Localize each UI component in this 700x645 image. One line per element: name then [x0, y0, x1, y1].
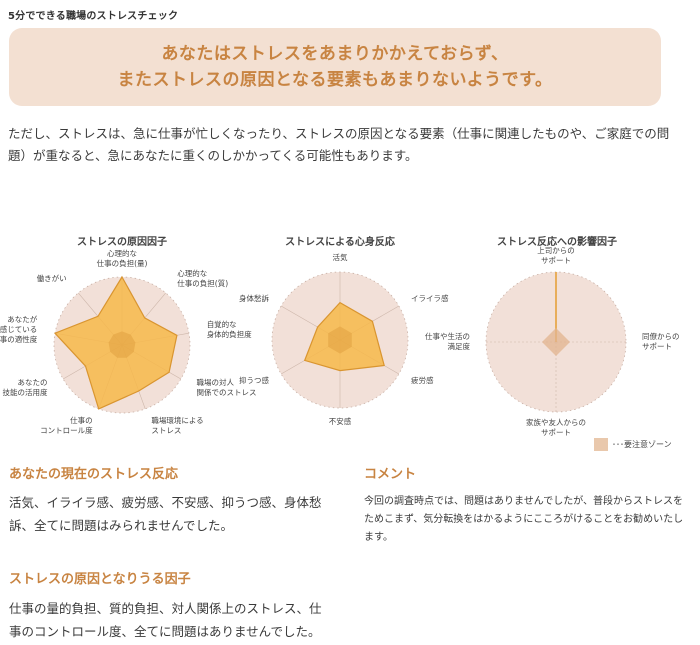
chart-title: ストレスによる心身反応: [285, 237, 395, 248]
section-body-comment: 今回の調査時点では、問題はありませんでしたが、普段からストレスをためこまず、気分…: [364, 496, 684, 543]
axis-label-line: あなたの: [17, 378, 48, 387]
axis-label: 働きがい: [37, 274, 67, 284]
axis-label: 不安感: [329, 417, 352, 427]
section-heading-comment: コメント: [364, 467, 417, 482]
axis-label-line: 仕事の適性度: [0, 335, 38, 345]
axis-label: 心理的な 仕事の負担(質): [177, 269, 228, 289]
axis-label-line: 身体愁訴: [239, 294, 269, 303]
axis-label-line: 心理的な: [177, 269, 208, 279]
axis-label-line: 身体的負担度: [206, 330, 252, 340]
axis-label: 疲労感: [411, 376, 434, 386]
summary-box: あなたはストレスをあまりかかえておらず、 またストレスの原因となる要素もあまりな…: [9, 28, 661, 106]
axis-label-line: 職場の対人: [196, 378, 235, 387]
legend-label: ･･･要注意ゾーン: [612, 440, 672, 449]
axis-label-line: 抑うつ感: [239, 376, 269, 385]
axis-label-line: 家族や友人からの: [526, 418, 586, 427]
axis-label: 同僚からの サポート: [642, 332, 680, 352]
summary-line-2: またストレスの原因となる要素もあまりないようです。: [117, 70, 553, 90]
axis-label: 自覚的な 身体的負担度: [207, 320, 252, 340]
axis-label: 心理的な 仕事の負担(量): [97, 249, 148, 269]
section-body-reaction: 活気、イライラ感、疲労感、不安感、抑うつ感、身体愁訴、全てに問題はみられませんで…: [9, 495, 322, 533]
axis-label-line: イライラ感: [411, 294, 449, 303]
axis-label-line: 心理的な: [106, 249, 137, 258]
legend: ･･･要注意ゾーン: [594, 438, 672, 451]
axis-label: 家族や友人からの サポート: [526, 418, 586, 438]
axis-label-line: 上司からの: [537, 246, 575, 255]
axis-label: 職場環境による ストレス: [151, 416, 203, 436]
section-heading-causes: ストレスの原因となりうる因子: [9, 572, 191, 587]
axis-label-line: コントロール度: [40, 425, 93, 435]
axis-label-line: 仕事の負担(量): [96, 259, 148, 268]
axis-label-line: サポート: [541, 428, 571, 437]
axis-label-line: 関係でのストレス: [196, 388, 257, 397]
axis-label-line: 働きがい: [36, 274, 67, 284]
caution-zone: [108, 331, 136, 358]
axis-label-line: 技能の活用度: [2, 388, 48, 397]
axis-label-line: 同僚からの: [642, 332, 680, 341]
axis-label: 上司からの サポート: [537, 246, 575, 266]
axis-label: イライラ感: [411, 294, 449, 304]
axis-label-line: サポート: [541, 256, 571, 265]
axis-label: 職場の対人 関係でのストレス: [197, 378, 257, 398]
axis-label-line: あなたが: [7, 315, 38, 325]
axis-label-line: 疲労感: [411, 376, 434, 385]
legend-swatch-caution-zone: [594, 438, 608, 451]
axis-label-line: 自覚的な: [206, 320, 237, 330]
chart-title: ストレスの原因因子: [77, 237, 167, 248]
summary-line-1: あなたはストレスをあまりかかえておらず、: [161, 44, 509, 64]
axis-label-line: 感じている: [0, 325, 38, 335]
page-title: 5分でできる職場のストレスチェック: [8, 11, 179, 22]
axis-label-line: 職場環境による: [151, 415, 204, 425]
axis-label: あなたの 技能の活用度: [3, 378, 48, 398]
axis-label-line: 仕事の負担(質): [177, 279, 229, 289]
intro-text: ただし、ストレスは、急に仕事が忙しくなったり、ストレスの原因となる要素（仕事に関…: [8, 126, 670, 163]
section-body-causes: 仕事の量的負担、質的負担、対人関係上のストレス、仕事のコントロール度、全てに問題…: [9, 601, 322, 639]
axis-label-line: 満足度: [447, 342, 471, 351]
axis-label-line: 仕事や生活の: [425, 332, 470, 341]
axis-label: あなたが感じている仕事の適性度: [0, 315, 37, 345]
axis-label: 活気: [333, 253, 348, 263]
axis-label: 抑うつ感: [239, 376, 269, 386]
axis-label-line: 仕事の: [70, 415, 93, 425]
axis-label: 身体愁訴: [239, 294, 269, 304]
axis-label-line: ストレス: [151, 425, 182, 435]
section-heading-reaction: あなたの現在のストレス反応: [9, 467, 179, 482]
axis-label-line: 活気: [332, 253, 348, 262]
axis-label-line: サポート: [642, 342, 672, 351]
chart-title: ストレス反応への影響因子: [497, 237, 617, 248]
axis-label: 仕事や生活の 満足度: [425, 332, 470, 352]
axis-label: 仕事の コントロール度: [40, 416, 93, 436]
caution-zone: [542, 328, 570, 356]
axis-label-line: 不安感: [328, 417, 352, 426]
caution-zone: [328, 326, 352, 354]
